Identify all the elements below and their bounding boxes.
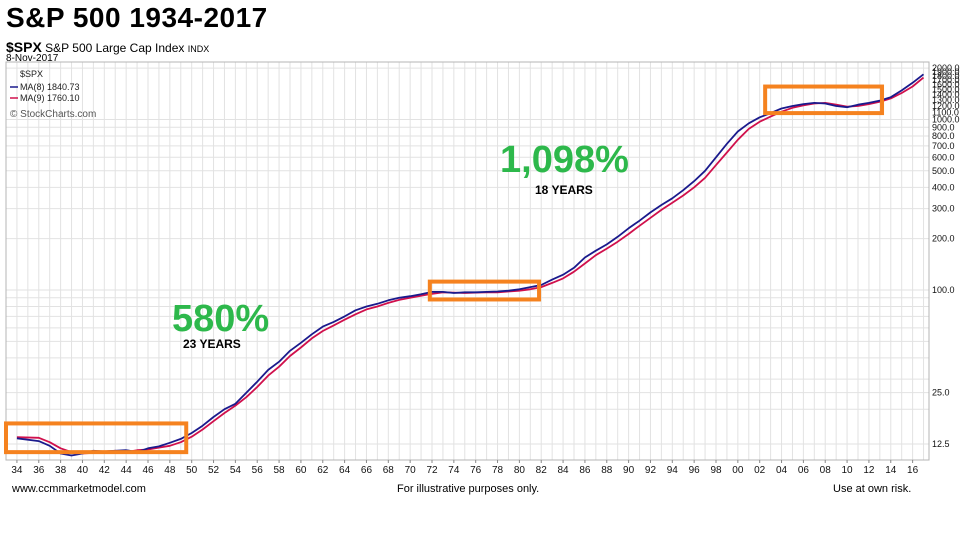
x-tick-label: 54: [230, 465, 242, 476]
x-tick-label: 58: [274, 465, 286, 476]
x-tick-label: 48: [164, 465, 176, 476]
x-tick-label: 36: [33, 465, 45, 476]
legend: $SPX MA(8) 1840.73 MA(9) 1760.10 © Stock…: [10, 69, 96, 120]
series-ma9-line: [16, 76, 925, 455]
x-tick-label: 50: [186, 465, 198, 476]
x-tick-label: 02: [754, 465, 766, 476]
y-tick-label: 1600.0: [932, 80, 960, 90]
x-tick-label: 52: [208, 465, 220, 476]
x-tick-label: 90: [623, 465, 635, 476]
x-tick-label: 10: [842, 465, 854, 476]
x-tick-label: 72: [426, 465, 438, 476]
chart-subtitle: $SPX S&P 500 Large Cap Index INDX: [6, 39, 209, 55]
x-tick-label: 70: [405, 465, 417, 476]
x-tick-label: 40: [77, 465, 89, 476]
legend-ma9-label: MA(9) 1760.10: [20, 93, 80, 103]
x-tick-label: 00: [732, 465, 744, 476]
x-tick-label: 82: [536, 465, 548, 476]
x-tick-label: 74: [448, 465, 460, 476]
y-tick-label: 1300.0: [932, 95, 960, 105]
index-name: S&P 500 Large Cap Index: [45, 41, 185, 55]
gain-annotation-2: 1,098%: [500, 139, 629, 181]
x-tick-label: 80: [514, 465, 526, 476]
y-tick-label: 1400.0: [932, 90, 960, 100]
stockcharts-watermark: © StockCharts.com: [10, 109, 96, 120]
x-tick-label: 66: [361, 465, 373, 476]
x-tick-label: 94: [667, 465, 679, 476]
x-tick-label: 78: [492, 465, 504, 476]
y-tick-label: 1500.0: [932, 84, 960, 94]
highlight-box-2: [427, 279, 542, 302]
x-tick-label: 64: [339, 465, 351, 476]
x-tick-label: 60: [295, 465, 307, 476]
x-tick-label: 12: [863, 465, 875, 476]
period-annotation-2: 18 YEARS: [535, 183, 593, 197]
highlight-boxes: [4, 84, 885, 455]
x-tick-label: 96: [689, 465, 701, 476]
period-annotation-1: 23 YEARS: [183, 337, 241, 351]
footer-risk-note: Use at own risk.: [833, 483, 912, 495]
legend-symbol: $SPX: [20, 69, 43, 79]
grid: [6, 62, 929, 460]
y-tick-label: 1200.0: [932, 101, 960, 111]
x-tick-label: 92: [645, 465, 657, 476]
footer-disclaimer: For illustrative purposes only.: [397, 483, 540, 495]
x-tick-label: 14: [885, 465, 897, 476]
chart-title: S&P 500 1934-2017: [6, 2, 268, 33]
series-ma8-line: [16, 73, 925, 457]
y-tick-label: 1900.0: [932, 67, 960, 77]
x-tick-label: 56: [252, 465, 264, 476]
x-tick-label: 88: [601, 465, 613, 476]
y-tick-label: 800.0: [932, 131, 955, 141]
y-tick-label: 2000.0: [932, 63, 960, 73]
y-tick-label: 1700.0: [932, 75, 960, 85]
y-tick-label: 25.0: [932, 388, 950, 398]
y-tick-label: 700.0: [932, 141, 955, 151]
y-tick-label: 1100.0: [932, 107, 959, 117]
y-tick-label: 200.0: [932, 234, 955, 244]
y-tick-label: 12.5: [932, 439, 950, 449]
plot-frame: [5, 61, 930, 461]
series-group: [16, 73, 925, 457]
x-tick-label: 42: [99, 465, 111, 476]
gain-annotation-1: 580%: [172, 298, 269, 340]
y-tick-label: 100.0: [932, 285, 955, 295]
x-tick-label: 06: [798, 465, 810, 476]
x-tick-label: 38: [55, 465, 67, 476]
ticker-symbol: $SPX: [6, 39, 42, 55]
x-tick-label: 46: [142, 465, 154, 476]
x-tick-label: 84: [558, 465, 570, 476]
highlight-box-3: [763, 84, 885, 116]
index-exchange: INDX: [187, 44, 210, 54]
x-tick-label: 86: [579, 465, 591, 476]
y-tick-label: 900.0: [932, 122, 955, 132]
footer-website: www.ccmmarketmodel.com: [12, 483, 146, 495]
x-axis-ticks: 34 36 38 40 42 44 46 48 50 52 54 56 58 60 62 64 66 68 70 72…: [11, 460, 919, 476]
x-tick-label: 68: [383, 465, 395, 476]
y-tick-label: 300.0: [932, 204, 955, 214]
x-tick-label: 34: [11, 465, 23, 476]
x-tick-label: 44: [121, 465, 133, 476]
x-tick-label: 16: [907, 465, 919, 476]
x-tick-label: 04: [776, 465, 788, 476]
y-tick-label: 500.0: [932, 166, 955, 176]
legend-ma8-label: MA(8) 1840.73: [20, 82, 80, 92]
x-tick-label: 76: [470, 465, 482, 476]
y-tick-label: 1000.0: [932, 114, 960, 124]
y-tick-label: 1800.0: [932, 71, 960, 81]
chart-date: 8-Nov-2017: [6, 53, 59, 64]
x-tick-label: 62: [317, 465, 329, 476]
x-tick-label: 08: [820, 465, 832, 476]
x-tick-label: 98: [710, 465, 722, 476]
y-axis-ticks: 12.5 25.0 100.0 200.0 300.0 400.0 500.0 600.070…: [932, 63, 960, 449]
y-tick-label: 600.0: [932, 152, 955, 162]
highlight-box-1: [4, 421, 189, 455]
y-tick-label: 400.0: [932, 182, 955, 192]
